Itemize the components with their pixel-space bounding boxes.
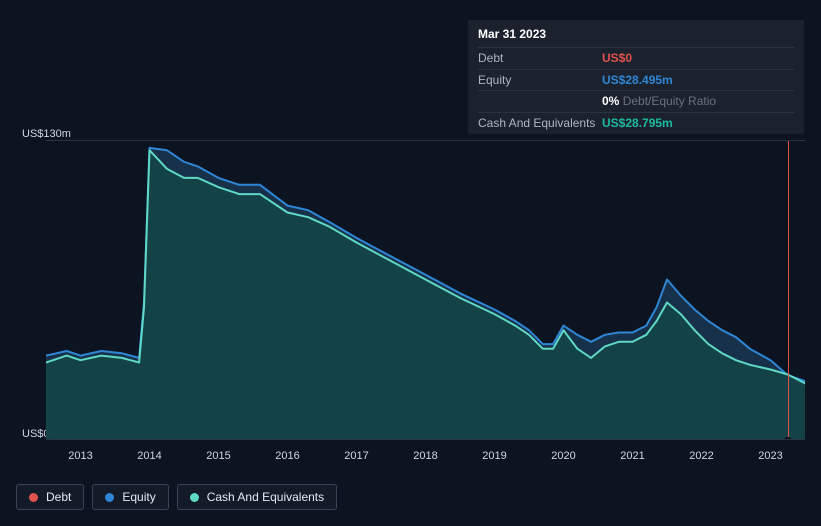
tooltip-value-debt: US$0 <box>602 50 632 67</box>
legend-label: Debt <box>46 490 71 504</box>
x-tick: 2020 <box>551 450 575 462</box>
legend-item-debt[interactable]: Debt <box>16 484 84 510</box>
x-tick: 2014 <box>137 450 161 462</box>
x-tick: 2013 <box>68 450 92 462</box>
legend-item-cash[interactable]: Cash And Equivalents <box>177 484 337 510</box>
tooltip-ratio-label: Debt/Equity Ratio <box>623 94 716 108</box>
chart-cursor-line <box>788 141 789 440</box>
legend-label: Cash And Equivalents <box>207 490 324 504</box>
x-tick: 2023 <box>758 450 782 462</box>
tooltip-label-ratio-empty <box>478 93 602 110</box>
x-tick: 2016 <box>275 450 299 462</box>
tooltip-label-debt: Debt <box>478 50 602 67</box>
chart-legend: Debt Equity Cash And Equivalents <box>16 484 337 510</box>
chart-plot-area[interactable] <box>46 140 805 440</box>
tooltip-value-ratio: 0% Debt/Equity Ratio <box>602 93 716 110</box>
tooltip-row-equity: Equity US$28.495m <box>478 69 794 91</box>
tooltip-label-cash: Cash And Equivalents <box>478 115 602 132</box>
tooltip-row-ratio: 0% Debt/Equity Ratio <box>478 90 794 112</box>
chart-tooltip: Mar 31 2023 Debt US$0 Equity US$28.495m … <box>468 20 804 134</box>
legend-item-equity[interactable]: Equity <box>92 484 168 510</box>
tooltip-row-debt: Debt US$0 <box>478 47 794 69</box>
chart-container <box>16 140 805 440</box>
y-axis-max-label: US$130m <box>22 128 71 140</box>
equity-color-dot-icon <box>105 493 114 502</box>
chart-svg <box>46 141 805 440</box>
x-tick: 2018 <box>413 450 437 462</box>
legend-label: Equity <box>122 490 155 504</box>
tooltip-value-cash: US$28.795m <box>602 115 673 132</box>
x-tick: 2022 <box>689 450 713 462</box>
x-tick: 2019 <box>482 450 506 462</box>
x-tick: 2015 <box>206 450 230 462</box>
x-tick: 2021 <box>620 450 644 462</box>
debt-color-dot-icon <box>29 493 38 502</box>
tooltip-ratio-pct: 0% <box>602 94 619 108</box>
x-tick: 2017 <box>344 450 368 462</box>
tooltip-row-cash: Cash And Equivalents US$28.795m <box>478 112 794 134</box>
x-axis: 2013 2014 2015 2016 2017 2018 2019 2020 2021 2022… <box>46 446 805 466</box>
tooltip-value-equity: US$28.495m <box>602 72 673 89</box>
series-area-cash <box>46 150 805 440</box>
tooltip-label-equity: Equity <box>478 72 602 89</box>
tooltip-date: Mar 31 2023 <box>478 26 794 47</box>
cash-color-dot-icon <box>190 493 199 502</box>
